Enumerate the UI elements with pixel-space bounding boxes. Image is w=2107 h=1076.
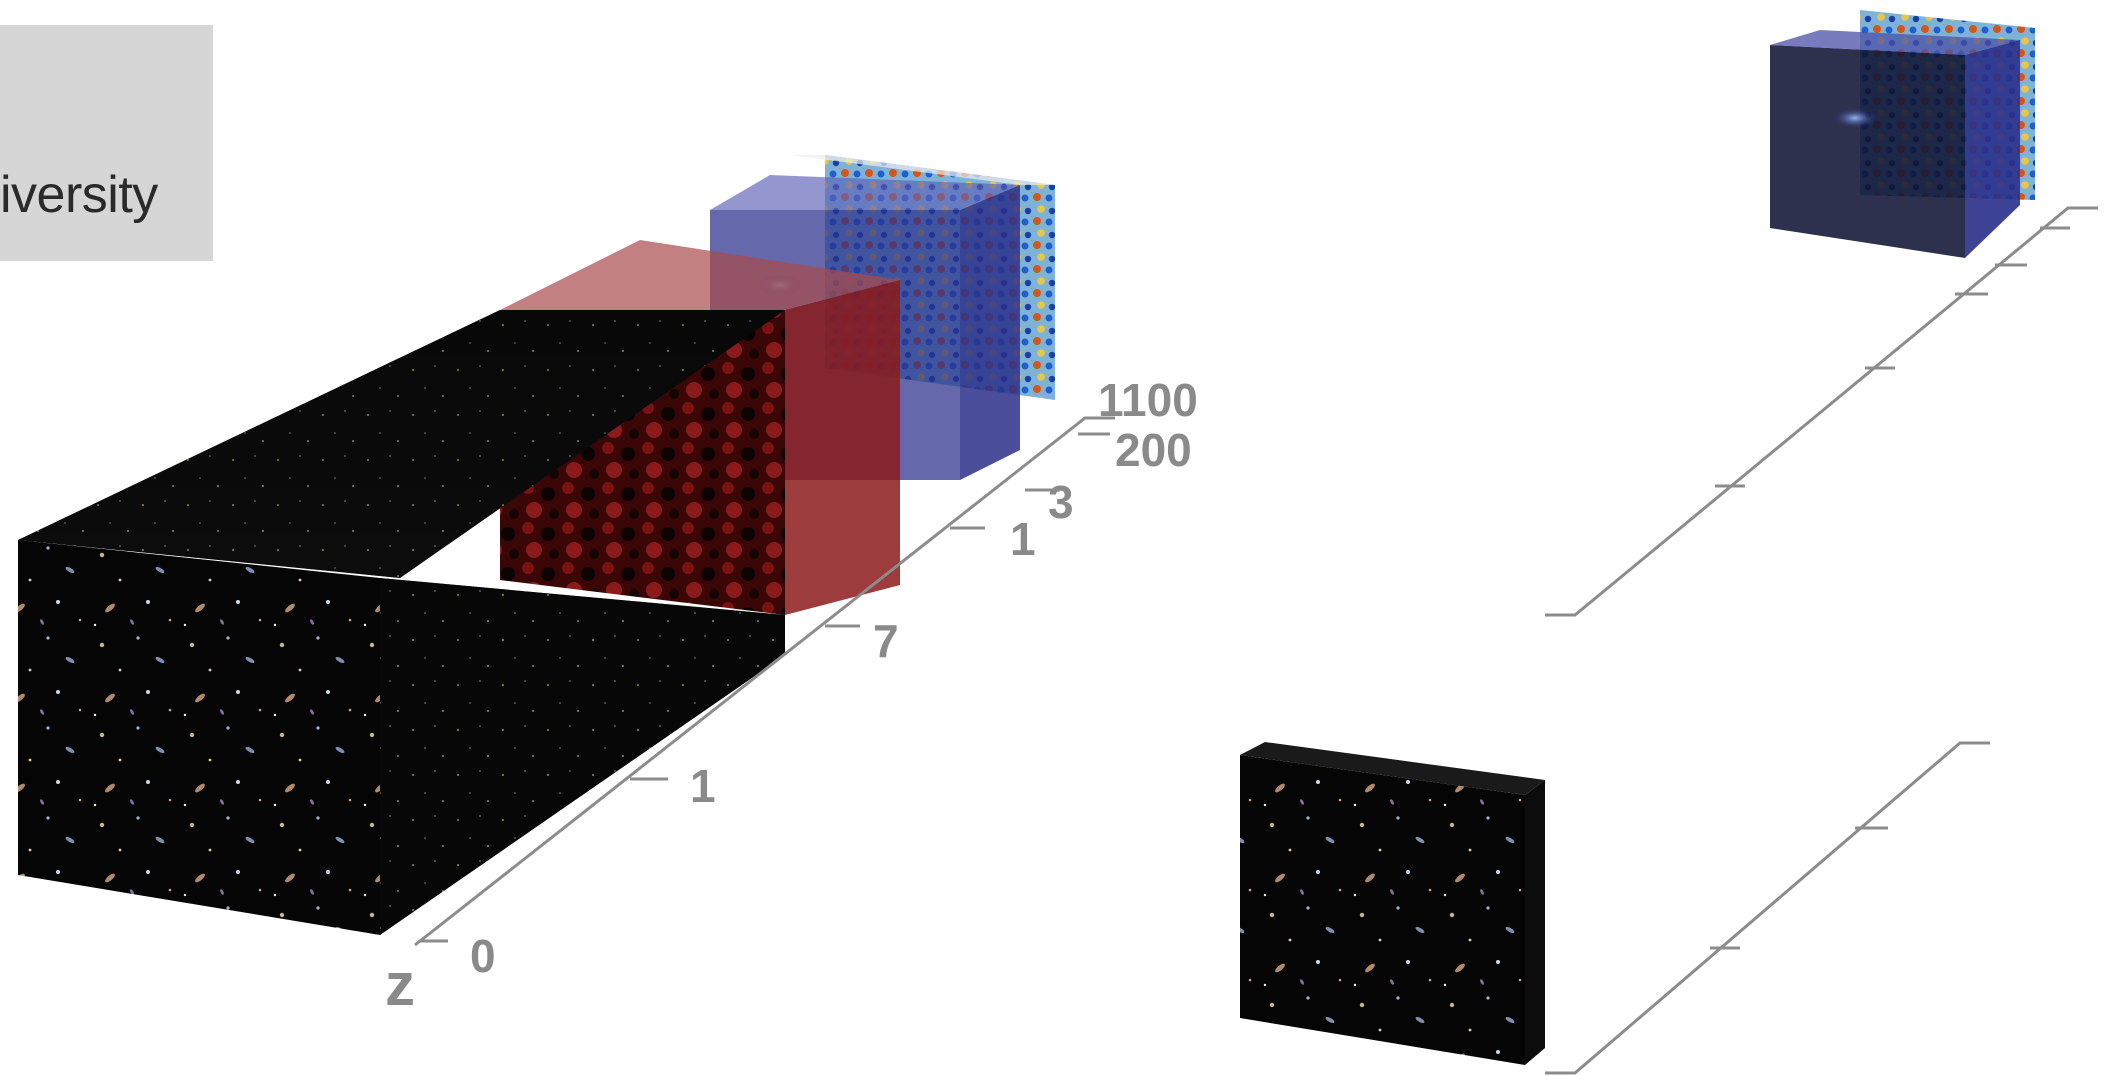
top-cube-top — [1770, 30, 2020, 55]
main-tick-label-2: 7 — [873, 615, 899, 667]
institution-label-box — [0, 25, 213, 261]
main-axis-title: z — [385, 951, 415, 1018]
top-cube-front — [1770, 45, 1965, 258]
bottom-block-top — [1240, 742, 1545, 795]
main-slab-stack — [18, 155, 1055, 935]
right-bottom-block — [1240, 742, 1545, 1065]
top-cube-side — [1965, 40, 2020, 258]
top-cube-glow — [1833, 108, 1877, 128]
right-bottom-axis-line — [1545, 741, 1990, 1075]
main-tick-label-4: 3 — [1048, 476, 1074, 528]
main-tick-label-5: 200 — [1115, 424, 1192, 476]
right-top-cube — [1770, 10, 2035, 258]
galaxy-block-front — [18, 540, 380, 935]
red-slab-top — [500, 240, 900, 310]
main-tick-label-1: 1 — [690, 760, 716, 812]
right-bottom-axis — [1545, 741, 1990, 1075]
blue-slab-side — [960, 185, 1020, 480]
main-tick-label-6: 1100 — [1098, 374, 1198, 426]
right-top-axis — [1545, 206, 2098, 617]
main-axis-line — [414, 416, 1115, 947]
galaxy-block-top-stars — [18, 310, 785, 578]
main-tick-label-0: 0 — [470, 930, 496, 982]
blue-slab-top — [710, 175, 1020, 210]
main-tick-label-3: 1 — [1010, 513, 1036, 565]
red-slab-side — [785, 280, 900, 615]
cmb-slab-top — [790, 155, 1055, 185]
galaxy-block-side-stars — [380, 578, 785, 935]
bottom-block-side — [1525, 780, 1545, 1065]
main-z-axis — [414, 416, 1115, 947]
main-axis-labels: 0 1 7 1 3 200 1100 z — [385, 374, 1198, 1018]
institution-label-text: iversity — [0, 166, 158, 224]
right-top-axis-line — [1545, 206, 2098, 617]
bottom-block-front — [1240, 755, 1525, 1065]
